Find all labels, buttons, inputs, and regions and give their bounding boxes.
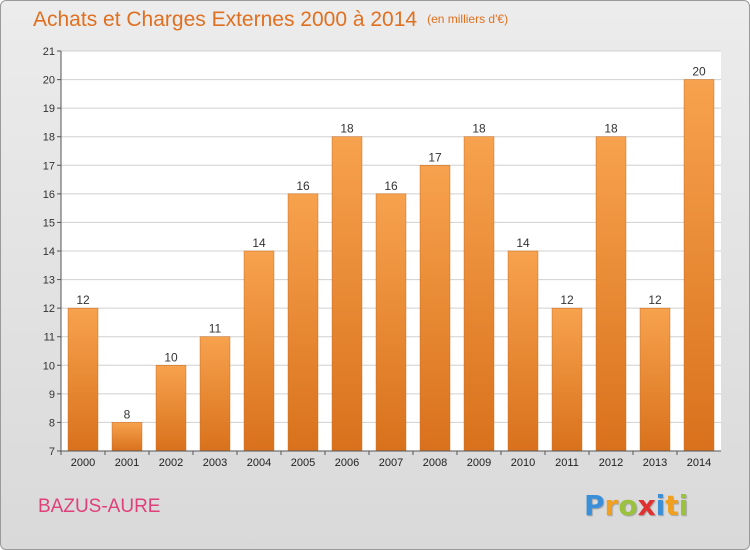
data-label: 17: [428, 150, 442, 164]
y-tick-label: 10: [43, 360, 55, 372]
data-label: 18: [472, 122, 486, 136]
bar: [551, 307, 583, 452]
x-axis-ticks: 2000 2001 2002 2003 2004 2005 2006 2007 2008 2009…: [60, 451, 711, 469]
y-tick-label: 11: [44, 332, 55, 344]
x-tick-label: 2001: [115, 457, 139, 469]
bar: [639, 307, 671, 452]
chart-title: Achats et Charges Externes 2000 à 2014 (e…: [33, 8, 508, 32]
data-label: 12: [648, 293, 662, 307]
bar: [419, 165, 451, 452]
y-tick-label: 7: [49, 446, 55, 458]
data-label: 14: [252, 236, 266, 250]
chart-unit: (en milliers d'€): [427, 12, 509, 26]
bar: [331, 136, 363, 452]
bar: [111, 422, 143, 452]
y-tick-label: 15: [43, 217, 55, 229]
bars-group: 12 8 10 11 14 16 18 16 17 18 14 12 18 12 20: [67, 65, 715, 452]
data-label: 18: [340, 122, 354, 136]
y-axis-ticks: 7 8 9 10 11 12 13 14 15 16 17 18 19 20 21: [43, 46, 61, 458]
bar: [375, 193, 407, 452]
y-tick-label: 19: [43, 103, 55, 115]
bar: [595, 136, 627, 452]
brand-letter: i: [655, 489, 666, 522]
data-label: 14: [516, 236, 530, 250]
location-label: BAZUS-AURE: [38, 496, 161, 517]
y-tick-label: 20: [43, 75, 55, 87]
chart-title-text: Achats et Charges Externes 2000 à 2014: [33, 8, 418, 31]
x-tick-label: 2013: [643, 457, 667, 469]
bar: [463, 136, 495, 452]
bar: [155, 365, 187, 452]
y-tick-label: 12: [43, 303, 55, 315]
x-tick-label: 2005: [291, 457, 315, 469]
bar: [683, 79, 715, 452]
y-tick-label: 9: [49, 389, 55, 401]
x-tick-label: 2008: [423, 457, 447, 469]
brand-letter: P: [584, 489, 605, 522]
x-tick-label: 2000: [71, 457, 95, 469]
x-tick-label: 2003: [203, 457, 227, 469]
bar: [507, 250, 539, 452]
x-tick-label: 2011: [555, 457, 579, 469]
y-tick-label: 16: [43, 189, 55, 201]
bar: [243, 250, 275, 452]
x-tick-label: 2012: [599, 457, 623, 469]
data-label: 10: [164, 350, 178, 364]
brand-logo: Proxiti: [584, 489, 688, 522]
bar: [287, 193, 319, 452]
y-tick-label: 14: [43, 246, 55, 258]
x-tick-label: 2002: [159, 457, 183, 469]
x-tick-label: 2010: [511, 457, 535, 469]
brand-letter: r: [604, 489, 619, 522]
data-label: 12: [76, 293, 90, 307]
x-tick-label: 2014: [687, 457, 711, 469]
bar: [67, 307, 99, 452]
data-label: 18: [604, 122, 618, 136]
data-label: 12: [560, 293, 574, 307]
y-tick-label: 13: [43, 275, 55, 287]
brand-letter: t: [665, 489, 679, 522]
x-tick-label: 2009: [467, 457, 491, 469]
x-tick-label: 2006: [335, 457, 359, 469]
y-tick-label: 8: [49, 417, 55, 429]
brand-letter: x: [637, 489, 656, 522]
data-label: 11: [209, 322, 222, 336]
x-tick-label: 2004: [247, 457, 271, 469]
data-label: 16: [384, 179, 398, 193]
y-tick-label: 18: [43, 132, 55, 144]
data-label: 20: [692, 65, 706, 79]
brand-letter: i: [678, 489, 689, 522]
data-label: 16: [296, 179, 310, 193]
x-tick-label: 2007: [379, 457, 403, 469]
y-tick-label: 21: [43, 46, 55, 58]
data-label: 8: [124, 407, 131, 421]
brand-letter: o: [618, 489, 638, 522]
bar: [199, 336, 231, 452]
y-tick-label: 17: [43, 160, 55, 172]
